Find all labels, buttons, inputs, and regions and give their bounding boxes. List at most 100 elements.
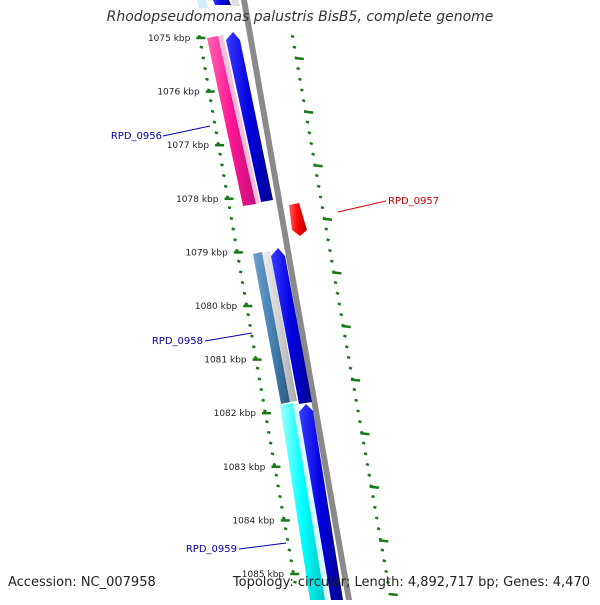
cds-rpd-0958 <box>271 248 312 404</box>
minor-tick <box>314 173 319 178</box>
tick-label: 1078 kbp <box>176 195 219 205</box>
minor-tick <box>279 505 284 509</box>
minor-tick <box>227 206 232 210</box>
minor-tick <box>229 216 234 221</box>
minor-tick <box>352 387 357 392</box>
minor-tick <box>290 34 295 39</box>
minor-tick <box>261 398 266 402</box>
minor-tick <box>268 441 273 445</box>
minor-tick <box>233 238 237 242</box>
minor-tick <box>248 323 252 328</box>
minor-tick <box>346 355 351 360</box>
minor-tick <box>242 291 247 295</box>
feature-top-light <box>197 0 208 8</box>
minor-tick <box>218 152 222 156</box>
minor-tick <box>363 452 368 456</box>
minor-tick <box>384 569 389 574</box>
minor-tick <box>343 334 347 338</box>
minor-tick <box>316 184 321 188</box>
genome-backbone <box>241 0 352 600</box>
gene-label[interactable]: RPD_0958 <box>152 336 203 347</box>
minor-tick <box>289 559 294 563</box>
minor-tick <box>309 141 314 146</box>
minor-tick <box>276 484 281 488</box>
minor-tick <box>320 206 325 210</box>
major-tick <box>313 163 323 168</box>
minor-tick <box>210 109 215 114</box>
minor-tick <box>335 291 340 295</box>
minor-tick <box>206 88 211 92</box>
feature-top-blue <box>213 0 231 5</box>
tick-label: 1079 kbp <box>185 248 228 258</box>
minor-tick <box>257 377 262 381</box>
minor-tick <box>214 131 219 135</box>
minor-tick <box>244 302 249 306</box>
minor-tick <box>223 184 228 188</box>
minor-tick <box>307 131 312 135</box>
minor-tick <box>376 527 381 531</box>
minor-tick <box>298 77 302 81</box>
minor-tick <box>361 441 366 445</box>
minor-tick <box>318 195 323 199</box>
gene-label[interactable]: RPD_0959 <box>186 544 237 555</box>
tick-label: 1076 kbp <box>157 88 200 98</box>
minor-tick <box>272 462 277 467</box>
minor-tick <box>382 559 387 563</box>
major-tick <box>360 431 370 436</box>
minor-tick <box>283 527 288 531</box>
minor-tick <box>365 462 370 467</box>
cds-rpd-0956 <box>226 32 273 202</box>
gene-label[interactable]: RPD_0956 <box>111 131 162 142</box>
minor-tick <box>372 505 377 509</box>
minor-tick <box>324 227 329 231</box>
feature-pink <box>207 36 256 206</box>
major-tick <box>350 378 361 382</box>
minor-tick <box>250 334 254 338</box>
tick-label: 1082 kbp <box>214 409 257 419</box>
map-title: Rhodopseudomonas palustris BisB5, comple… <box>106 9 494 25</box>
minor-tick <box>253 355 258 360</box>
cds-rpd-0957 <box>289 203 307 236</box>
minor-tick <box>235 248 239 253</box>
minor-tick <box>259 387 264 392</box>
minor-tick <box>344 345 349 349</box>
minor-tick <box>358 420 362 424</box>
tick-labels: 1075 kbp 1076 kbp 1077 kbp 1078 kbp 1079 kbp… <box>148 34 284 580</box>
minor-tick <box>238 270 243 274</box>
minor-tick <box>386 580 390 584</box>
gene-leader-line <box>337 200 387 213</box>
minor-tick <box>203 66 208 71</box>
minor-tick <box>255 366 260 370</box>
tick-label: 1077 kbp <box>167 141 210 151</box>
major-tick <box>332 271 342 275</box>
minor-tick <box>251 345 256 349</box>
minor-tick <box>291 569 296 574</box>
left-tick-track <box>196 34 300 584</box>
minor-tick <box>293 580 297 584</box>
minor-tick <box>301 99 306 103</box>
minor-tick <box>274 473 279 477</box>
major-tick <box>322 217 333 222</box>
minor-tick <box>199 45 204 49</box>
minor-tick <box>246 313 251 317</box>
minor-tick <box>328 248 332 253</box>
minor-tick <box>292 45 297 49</box>
minor-tick <box>305 120 310 124</box>
feature-steel-grey <box>262 251 297 402</box>
topology-label: Topology: circular; Length: 4,892,717 bp… <box>232 575 590 590</box>
minor-tick <box>221 173 226 178</box>
minor-tick <box>285 537 290 542</box>
minor-tick <box>265 420 269 424</box>
major-tick <box>369 485 380 490</box>
gene-leader-line <box>162 125 211 137</box>
minor-tick <box>240 280 245 285</box>
minor-tick <box>371 494 375 499</box>
gene-leader-line <box>204 332 253 342</box>
minor-tick <box>287 548 292 552</box>
minor-tick <box>231 227 236 231</box>
gene-label[interactable]: RPD_0957 <box>388 196 439 207</box>
minor-tick <box>212 120 217 124</box>
minor-tick <box>326 238 330 242</box>
